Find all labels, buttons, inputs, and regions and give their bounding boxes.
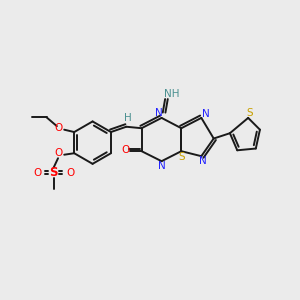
Text: S: S <box>246 108 253 118</box>
Text: N: N <box>155 108 163 118</box>
Text: S: S <box>178 152 184 162</box>
Text: N: N <box>158 161 166 171</box>
Text: O: O <box>33 168 41 178</box>
Text: S: S <box>50 167 58 179</box>
Text: H: H <box>124 113 131 124</box>
Text: NH: NH <box>164 89 179 99</box>
Text: O: O <box>55 148 63 158</box>
Text: N: N <box>202 109 209 119</box>
Text: O: O <box>121 145 129 155</box>
Text: O: O <box>66 168 74 178</box>
Text: O: O <box>55 123 63 133</box>
Text: N: N <box>199 156 206 166</box>
